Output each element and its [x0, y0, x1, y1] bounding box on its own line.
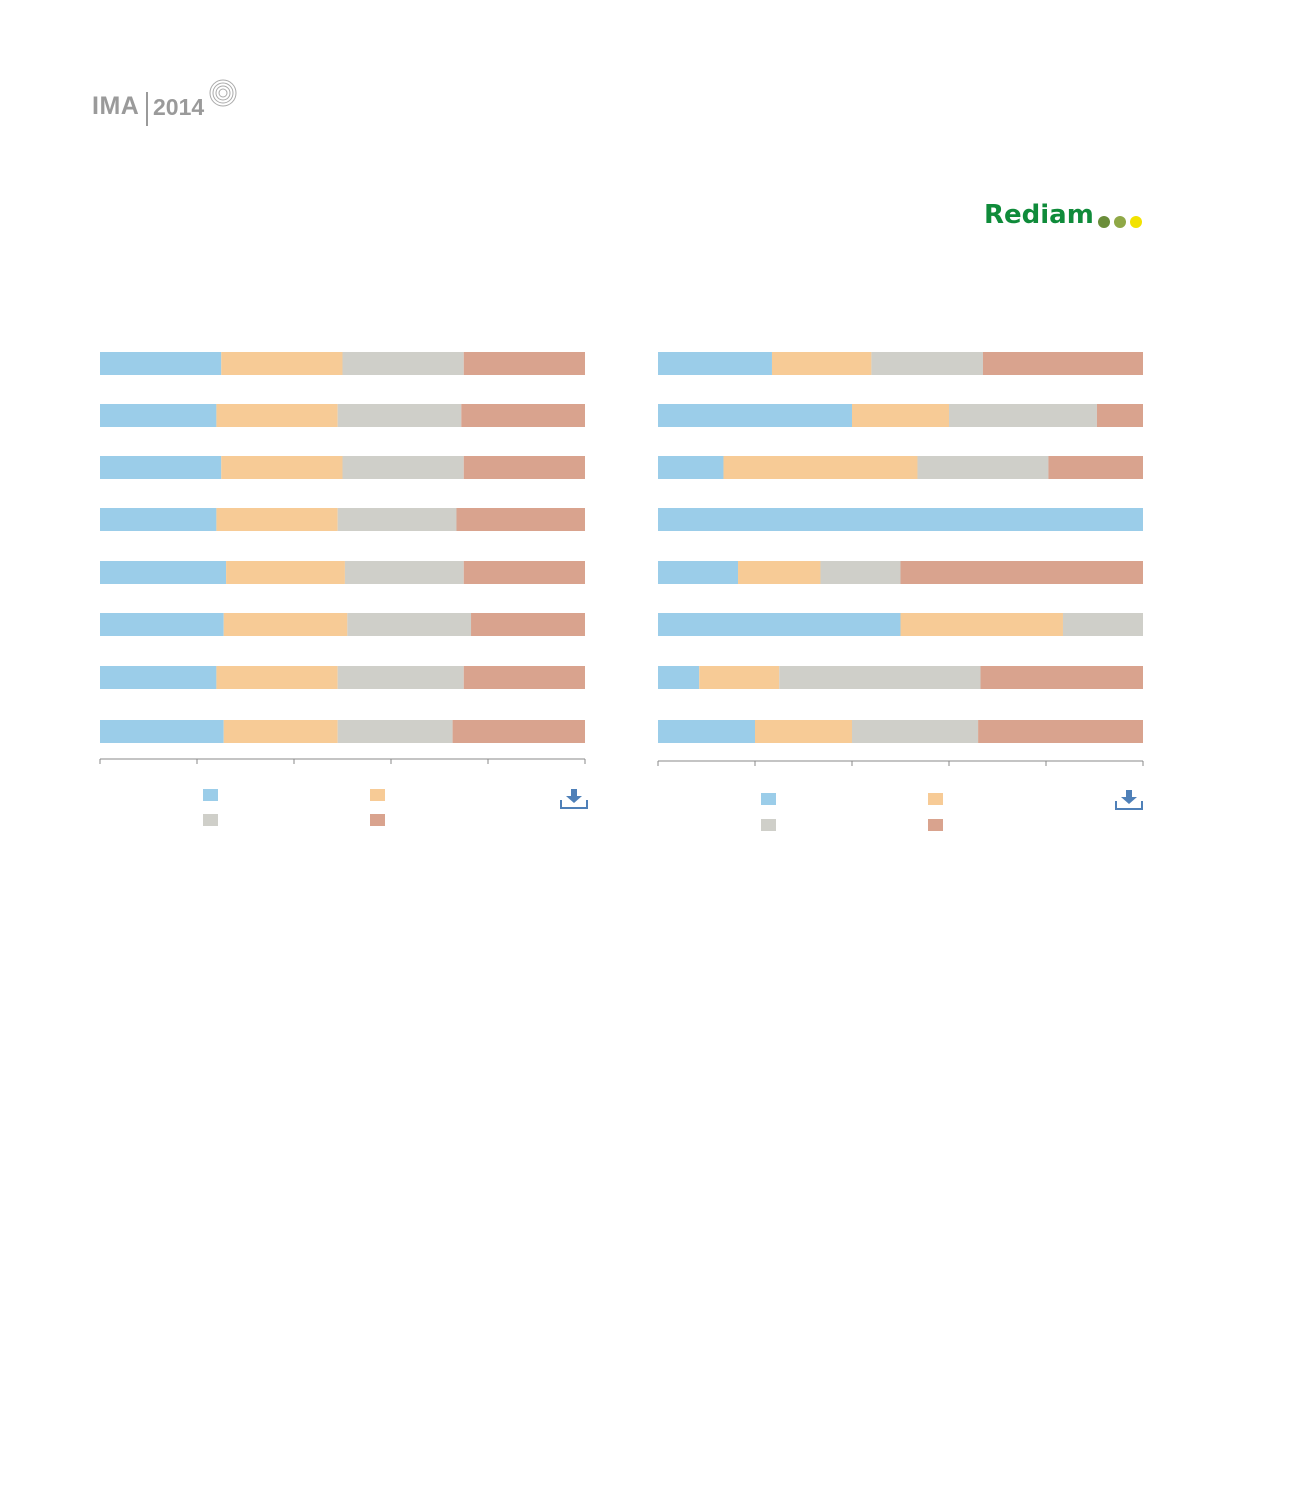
bar-segment [738, 561, 821, 584]
bar-segment [100, 404, 217, 427]
bar-segment [216, 666, 338, 689]
bar-segment [463, 352, 585, 375]
bar-segment [100, 666, 217, 689]
bar-segment [223, 613, 348, 636]
bar-segment [658, 666, 700, 689]
download-icon[interactable] [559, 788, 589, 810]
bar-segment [342, 456, 464, 479]
bar-segment [226, 561, 345, 584]
rediam-logo-dots [1098, 216, 1148, 230]
bar-segment [871, 352, 983, 375]
bar-segment [779, 666, 981, 689]
bar-segment [699, 666, 780, 689]
legend-swatch [928, 793, 943, 805]
bar-segment [216, 508, 338, 531]
rediam-dot [1130, 216, 1142, 228]
bar-segment [949, 404, 1097, 427]
bar-segment [900, 561, 1143, 584]
bar-segment [982, 352, 1143, 375]
rediam-logo-text: Rediam [984, 200, 1094, 230]
legend-swatch [928, 819, 943, 831]
rediam-dot [1098, 216, 1110, 228]
bar-segment [221, 456, 343, 479]
bar-segment [100, 352, 222, 375]
bar-segment [658, 613, 901, 636]
bar-segment [100, 456, 222, 479]
bar-segment [1048, 456, 1143, 479]
legend-swatch [761, 819, 776, 831]
bar-segment [658, 404, 852, 427]
bar-segment [1062, 613, 1143, 636]
legend-swatch [370, 789, 385, 801]
bar-segment [100, 508, 217, 531]
ima-logo-year: 2014 [153, 94, 205, 120]
bar-segment [100, 613, 224, 636]
rediam-dot [1114, 216, 1126, 228]
bar-segment [755, 720, 852, 743]
bar-segment [456, 508, 585, 531]
bar-segment [658, 352, 772, 375]
ima-logo-separator [146, 92, 148, 126]
bar-segment [342, 352, 464, 375]
bar-segment [658, 561, 739, 584]
bar-segment [100, 720, 224, 743]
bar-segment [771, 352, 872, 375]
bar-segment [223, 720, 338, 743]
bar-segment [100, 561, 227, 584]
bar-segment [461, 404, 585, 427]
bar-segment [221, 352, 343, 375]
bar-segment [452, 720, 585, 743]
stacked-bar-chart-1 [99, 352, 586, 764]
bar-segment [337, 666, 464, 689]
ima-rings-icon [209, 79, 237, 107]
bar-segment [658, 720, 755, 743]
bar-segment [463, 456, 585, 479]
bar-segment [471, 613, 585, 636]
bar-segment [852, 720, 979, 743]
bar-segment [820, 561, 901, 584]
legend-swatch [203, 789, 218, 801]
bar-segment [852, 404, 949, 427]
bar-segment [1096, 404, 1143, 427]
legend-swatch [370, 814, 385, 826]
bar-segment [463, 561, 585, 584]
bar-segment [337, 508, 457, 531]
legend-swatch [203, 814, 218, 826]
ima-logo-brand: IMA [92, 92, 140, 120]
bar-segment [337, 720, 453, 743]
bar-segment [463, 666, 585, 689]
bar-segment [344, 561, 464, 584]
bar-segment [337, 404, 462, 427]
bar-segment [978, 720, 1143, 743]
bar-segment [216, 404, 338, 427]
ima-2014-logo: IMA 2014 [92, 78, 242, 130]
bar-segment [658, 508, 1143, 531]
stacked-bar-chart-2 [657, 352, 1144, 766]
bar-segment [723, 456, 918, 479]
bar-segment [917, 456, 1049, 479]
bar-segment [347, 613, 472, 636]
legend-swatch [761, 793, 776, 805]
download-icon[interactable] [1114, 789, 1144, 811]
bar-segment [658, 456, 724, 479]
bar-segment [980, 666, 1143, 689]
bar-segment [900, 613, 1063, 636]
